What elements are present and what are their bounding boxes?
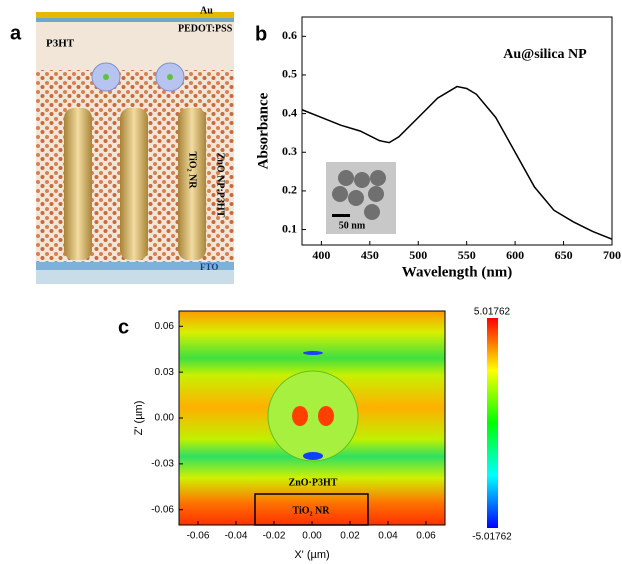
- colorbar: [487, 318, 498, 528]
- fto-layer: [36, 262, 234, 270]
- plot-frame: [301, 16, 613, 246]
- hotspot: [318, 406, 334, 426]
- y-tick-label: -0.06: [151, 504, 174, 515]
- x-axis-label: Wavelength (nm): [402, 264, 512, 280]
- y-tick-label: 0.03: [155, 367, 175, 378]
- layer-label: PEDOT:PSS: [178, 23, 233, 34]
- annotation: ZnO·P3HT: [289, 477, 338, 488]
- layer-label: ZnO NP:P3HT: [215, 153, 226, 218]
- y-tick-label: 0.6: [282, 28, 297, 42]
- particle: [368, 186, 384, 202]
- layer-label: FTO: [200, 262, 218, 272]
- x-tick-label: 0.00: [302, 531, 322, 542]
- x-tick-label: -0.04: [225, 531, 248, 542]
- x-tick-label: 400: [312, 248, 330, 262]
- x-tick-label: 0.06: [416, 531, 436, 542]
- y-tick-label: 0.4: [282, 105, 297, 119]
- x-tick-label: 600: [506, 248, 524, 262]
- hotspot: [292, 406, 308, 426]
- au-core: [103, 74, 109, 80]
- annotation: Au@silica NP: [503, 47, 587, 62]
- panel-label: c: [118, 316, 129, 338]
- y-tick-label: -0.03: [151, 458, 174, 469]
- annotation: TiO₂ NR: [293, 505, 331, 516]
- layer-label: TiO₂ NR: [187, 152, 198, 190]
- panel-label: b: [255, 23, 267, 45]
- au-core: [167, 74, 173, 80]
- y-tick-label: 0.5: [282, 67, 297, 81]
- x-tick-label: 550: [458, 248, 476, 262]
- particle: [348, 190, 364, 206]
- tem-inset: [326, 162, 396, 234]
- x-tick-label: 700: [603, 248, 621, 262]
- x-tick-label: 500: [409, 248, 427, 262]
- absorbance-line: [301, 85, 613, 240]
- particle: [364, 204, 380, 220]
- x-axis-label: X' (µm): [294, 549, 329, 561]
- colorbar-max: 5.01762: [474, 307, 511, 318]
- inset-label: 50 nm: [339, 220, 366, 231]
- hotspot: [303, 351, 323, 355]
- particle: [354, 172, 370, 188]
- colorbar-min: -5.01762: [472, 532, 512, 543]
- nanorod: [64, 108, 92, 260]
- y-tick-label: 0.06: [155, 321, 175, 332]
- particle: [332, 186, 348, 202]
- x-tick-label: -0.06: [187, 531, 210, 542]
- nanorod: [178, 108, 206, 260]
- x-tick-label: 650: [555, 248, 573, 262]
- particle: [338, 170, 354, 186]
- x-tick-label: 0.04: [378, 531, 398, 542]
- device-diagram: a Au PEDOT:PSS P3HT ZnO NP:P3HT TiO₂ NR …: [10, 5, 234, 284]
- y-tick-label: 0.1: [282, 221, 297, 235]
- layer-label: Au: [200, 5, 213, 16]
- panel-label: a: [10, 22, 22, 44]
- x-tick-label: -0.02: [263, 531, 286, 542]
- pedot-layer: [36, 18, 234, 22]
- scale-bar: [332, 214, 350, 217]
- au-layer: [36, 12, 234, 18]
- y-axis-label: Absorbance: [255, 92, 271, 169]
- y-tick-label: 0.2: [282, 183, 297, 197]
- y-axis-label: Z' (µm): [133, 401, 145, 436]
- particle: [370, 170, 386, 186]
- x-tick-label: 450: [361, 248, 379, 262]
- hotspot: [303, 452, 323, 460]
- nanorod: [120, 108, 148, 260]
- particle-field: [267, 370, 359, 462]
- layer-label: P3HT: [46, 38, 75, 50]
- y-tick-label: 0.3: [282, 144, 297, 158]
- x-tick-label: 0.02: [340, 531, 360, 542]
- glass: [36, 270, 234, 284]
- y-tick-label: 0.00: [155, 413, 175, 424]
